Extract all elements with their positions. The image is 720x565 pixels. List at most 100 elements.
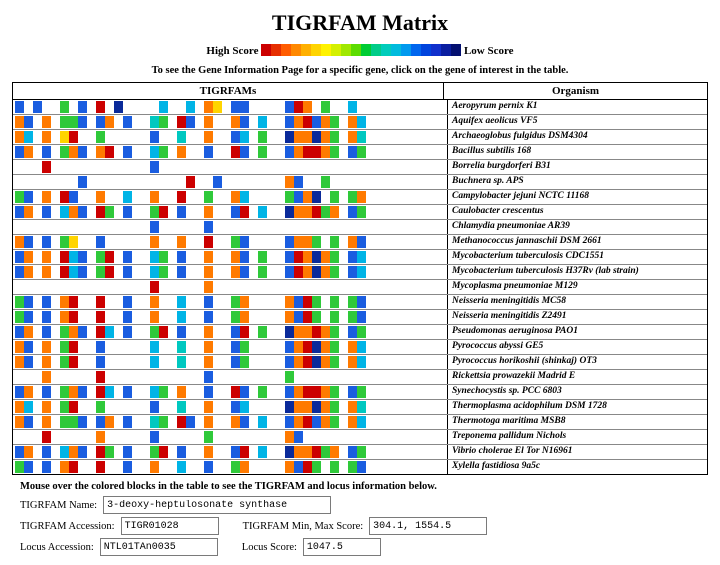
heatmap-cell[interactable] (258, 266, 267, 278)
heatmap-cell[interactable] (204, 311, 213, 323)
heatmap-cell[interactable] (204, 371, 213, 383)
heatmap-cell[interactable] (321, 401, 330, 413)
heatmap-cell[interactable] (42, 161, 51, 173)
heatmap-cell[interactable] (150, 116, 159, 128)
organism-label[interactable]: Synechocystis sp. PCC 6803 (448, 385, 707, 399)
heatmap-cell[interactable] (312, 326, 321, 338)
heatmap-cell[interactable] (96, 206, 105, 218)
heatmap-cell[interactable] (240, 206, 249, 218)
heatmap-cell[interactable] (15, 251, 24, 263)
heatmap-cell[interactable] (294, 341, 303, 353)
heatmap-cell[interactable] (150, 431, 159, 443)
heatmap-cell[interactable] (15, 326, 24, 338)
heatmap-cell[interactable] (105, 386, 114, 398)
heatmap-cell[interactable] (60, 251, 69, 263)
heatmap-cell[interactable] (177, 356, 186, 368)
heatmap-cell[interactable] (24, 461, 33, 473)
heatmap-cell[interactable] (123, 326, 132, 338)
heatmap-cell[interactable] (294, 431, 303, 443)
heatmap-cell[interactable] (96, 251, 105, 263)
heatmap-cell[interactable] (78, 146, 87, 158)
heatmap-cell[interactable] (123, 416, 132, 428)
heatmap-cell[interactable] (330, 416, 339, 428)
organism-label[interactable]: Aeropyrum pernix K1 (448, 100, 707, 114)
heatmap-cell[interactable] (348, 311, 357, 323)
organism-label[interactable]: Bacillus subtilis 168 (448, 145, 707, 159)
heatmap-cell[interactable] (150, 311, 159, 323)
heatmap-cell[interactable] (321, 416, 330, 428)
heatmap-cell[interactable] (60, 266, 69, 278)
heatmap-cell[interactable] (303, 131, 312, 143)
heatmap-cell[interactable] (348, 386, 357, 398)
heatmap-cell[interactable] (69, 296, 78, 308)
heatmap-cell[interactable] (213, 101, 222, 113)
heatmap-cell[interactable] (96, 341, 105, 353)
heatmap-cell[interactable] (204, 416, 213, 428)
heatmap-cell[interactable] (60, 416, 69, 428)
heatmap-cell[interactable] (294, 266, 303, 278)
heatmap-cell[interactable] (105, 446, 114, 458)
heatmap-cell[interactable] (285, 431, 294, 443)
heatmap-cell[interactable] (123, 266, 132, 278)
heatmap-cell[interactable] (312, 251, 321, 263)
heatmap-cell[interactable] (60, 446, 69, 458)
heatmap-cell[interactable] (231, 146, 240, 158)
heatmap-cell[interactable] (240, 386, 249, 398)
heatmap-cell[interactable] (348, 116, 357, 128)
heatmap-cell[interactable] (204, 221, 213, 233)
heatmap-cell[interactable] (348, 296, 357, 308)
heatmap-cell[interactable] (150, 131, 159, 143)
heatmap-cell[interactable] (177, 236, 186, 248)
heatmap-cell[interactable] (24, 326, 33, 338)
heatmap-cell[interactable] (231, 326, 240, 338)
heatmap-cell[interactable] (42, 131, 51, 143)
heatmap-cell[interactable] (312, 296, 321, 308)
heatmap-cell[interactable] (150, 356, 159, 368)
heatmap-cell[interactable] (231, 116, 240, 128)
heatmap-cell[interactable] (303, 356, 312, 368)
heatmap-cell[interactable] (312, 341, 321, 353)
heatmap-cell[interactable] (159, 326, 168, 338)
heatmap-cell[interactable] (78, 266, 87, 278)
organism-label[interactable]: Rickettsia prowazekii Madrid E (448, 370, 707, 384)
heatmap-cell[interactable] (231, 296, 240, 308)
heatmap-cell[interactable] (159, 446, 168, 458)
heatmap-cell[interactable] (330, 251, 339, 263)
heatmap-cell[interactable] (240, 341, 249, 353)
heatmap-cell[interactable] (177, 311, 186, 323)
heatmap-cell[interactable] (24, 296, 33, 308)
heatmap-cell[interactable] (15, 146, 24, 158)
heatmap-cell[interactable] (303, 236, 312, 248)
heatmap-cell[interactable] (231, 416, 240, 428)
heatmap-cell[interactable] (150, 266, 159, 278)
heatmap-cell[interactable] (312, 356, 321, 368)
heatmap-cell[interactable] (24, 236, 33, 248)
heatmap-cell[interactable] (24, 416, 33, 428)
heatmap-cell[interactable] (150, 326, 159, 338)
heatmap-cell[interactable] (24, 131, 33, 143)
heatmap-cell[interactable] (330, 386, 339, 398)
heatmap-cell[interactable] (96, 446, 105, 458)
heatmap-cell[interactable] (231, 266, 240, 278)
heatmap-cell[interactable] (357, 116, 366, 128)
organism-label[interactable]: Campylobacter jejuni NCTC 11168 (448, 190, 707, 204)
heatmap-cell[interactable] (96, 191, 105, 203)
heatmap-cell[interactable] (42, 461, 51, 473)
heatmap-cell[interactable] (159, 251, 168, 263)
organism-label[interactable]: Caulobacter crescentus (448, 205, 707, 219)
heatmap-cell[interactable] (69, 386, 78, 398)
heatmap-cell[interactable] (294, 401, 303, 413)
heatmap-cell[interactable] (15, 266, 24, 278)
heatmap-cell[interactable] (348, 326, 357, 338)
heatmap-cell[interactable] (204, 266, 213, 278)
heatmap-cell[interactable] (42, 431, 51, 443)
organism-label[interactable]: Mycobacterium tuberculosis H37Rv (lab st… (448, 265, 707, 279)
heatmap-cell[interactable] (177, 446, 186, 458)
heatmap-cell[interactable] (258, 146, 267, 158)
heatmap-cell[interactable] (42, 191, 51, 203)
heatmap-cell[interactable] (69, 341, 78, 353)
heatmap-cell[interactable] (150, 296, 159, 308)
heatmap-cell[interactable] (96, 431, 105, 443)
heatmap-cell[interactable] (69, 326, 78, 338)
heatmap-cell[interactable] (285, 416, 294, 428)
